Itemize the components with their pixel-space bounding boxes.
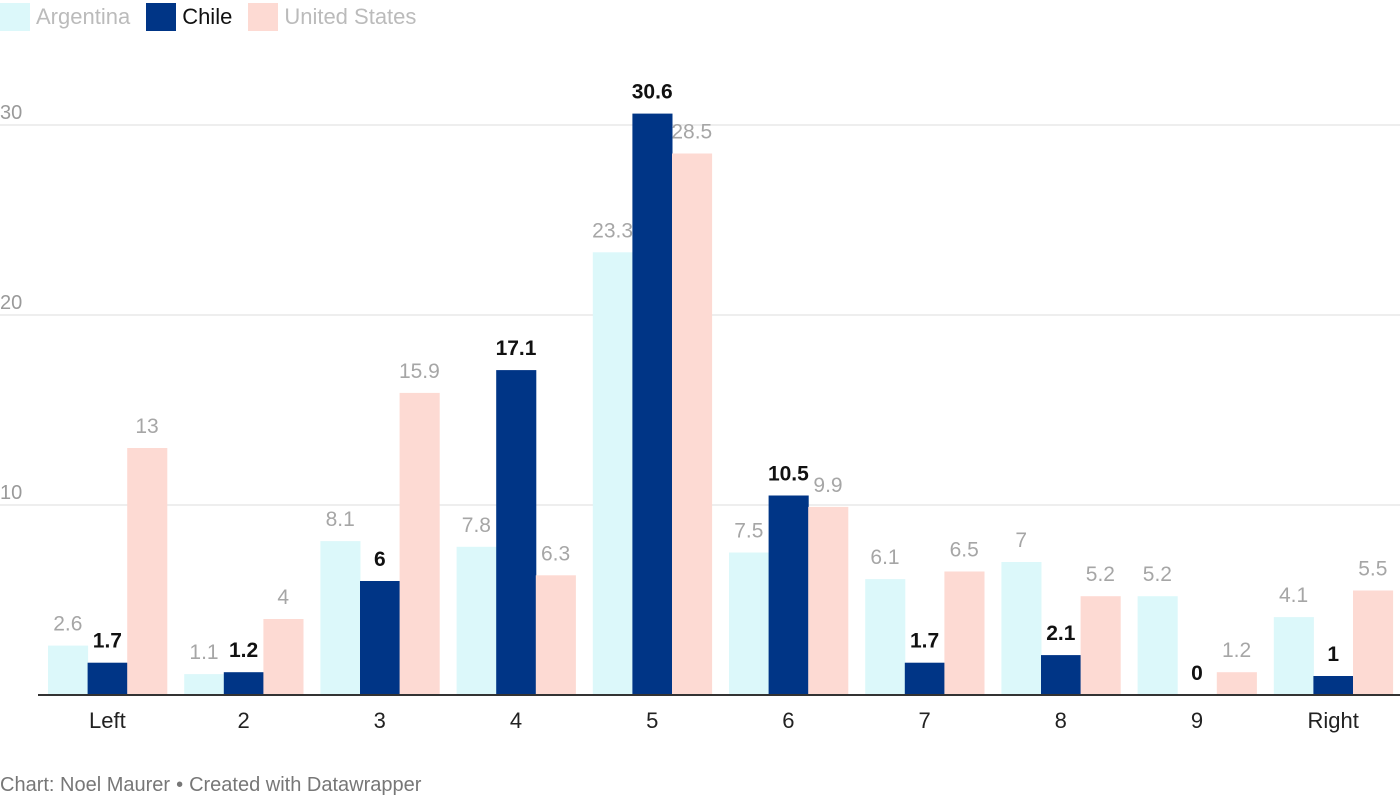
x-tick-label-0: Left (89, 708, 126, 733)
x-tick-label-5: 6 (782, 708, 794, 733)
bar-chile-1 (223, 672, 264, 695)
bar-united-states-2 (399, 392, 440, 695)
x-tick-label-1: 2 (237, 708, 249, 733)
bar-united-states-9 (1353, 590, 1394, 695)
x-tick-label-4: 5 (646, 708, 658, 733)
legend-item-argentina[interactable]: Argentina (0, 3, 130, 31)
value-label-united-states-2: 15.9 (399, 360, 440, 383)
x-tick-label-3: 4 (510, 708, 522, 733)
legend-swatch-united-states (248, 3, 279, 31)
bar-united-states-7 (1080, 596, 1121, 695)
bar-chile-7 (1041, 655, 1082, 695)
bar-chile-4 (632, 113, 673, 696)
y-tick-label-20: 20 (0, 292, 22, 314)
value-label-argentina-4: 23.3 (592, 219, 633, 242)
bar-united-states-0 (127, 448, 168, 695)
x-tick-label-9: Right (1308, 708, 1359, 733)
legend-swatch-chile (146, 3, 177, 31)
legend-label-chile: Chile (182, 4, 233, 29)
bar-argentina-3 (456, 546, 497, 695)
x-tick-label-8: 9 (1191, 708, 1203, 733)
legend: Argentina Chile United States (0, 2, 432, 32)
value-label-chile-8: 0 (1191, 662, 1203, 685)
bar-argentina-4 (592, 252, 633, 696)
value-label-argentina-6: 6.1 (870, 546, 899, 569)
value-label-argentina-8: 5.2 (1143, 563, 1172, 586)
footer-separator: • (176, 774, 184, 796)
legend-label-united-states: United States (284, 4, 417, 29)
bar-argentina-5 (729, 552, 770, 695)
value-label-argentina-1: 1.1 (189, 641, 218, 664)
bar-chile-6 (904, 662, 945, 695)
bar-chile-0 (87, 662, 128, 695)
value-label-united-states-4: 28.5 (671, 121, 712, 144)
x-tick-label-7: 8 (1055, 708, 1067, 733)
bar-chile-9 (1313, 676, 1354, 695)
value-label-united-states-7: 5.2 (1086, 563, 1115, 586)
value-label-chile-4: 30.6 (632, 81, 673, 104)
bar-united-states-5 (808, 506, 849, 695)
bar-argentina-0 (48, 645, 89, 695)
bar-argentina-9 (1273, 617, 1314, 695)
bar-argentina-8 (1137, 596, 1178, 695)
bar-argentina-6 (865, 579, 906, 695)
value-label-united-states-1: 4 (277, 586, 289, 609)
value-label-argentina-2: 8.1 (326, 508, 355, 531)
bar-united-states-6 (944, 571, 985, 695)
x-tick-label-6: 7 (918, 708, 930, 733)
y-tick-label-10: 10 (0, 482, 22, 504)
value-label-united-states-5: 9.9 (813, 474, 842, 497)
legend-swatch-argentina (0, 3, 30, 31)
value-label-chile-5: 10.5 (768, 463, 809, 486)
value-label-chile-7: 2.1 (1046, 622, 1076, 645)
value-label-united-states-9: 5.5 (1358, 558, 1387, 581)
bar-chile-3 (496, 370, 537, 695)
value-label-argentina-0: 2.6 (53, 613, 82, 636)
value-label-united-states-3: 6.3 (541, 542, 570, 565)
bar-united-states-3 (535, 575, 576, 695)
value-label-united-states-0: 13 (135, 415, 158, 438)
bar-chile-5 (768, 495, 809, 695)
value-label-chile-3: 17.1 (496, 337, 537, 360)
value-label-argentina-7: 7 (1015, 529, 1027, 552)
bar-united-states-8 (1216, 672, 1257, 695)
bar-argentina-2 (320, 541, 361, 695)
value-label-chile-0: 1.7 (93, 630, 122, 653)
legend-item-chile[interactable]: Chile (146, 3, 232, 31)
bar-argentina-1 (184, 674, 225, 695)
legend-label-argentina: Argentina (36, 4, 131, 29)
bar-argentina-7 (1001, 562, 1042, 695)
bar-chile-2 (360, 581, 401, 695)
footer-source: Chart: Noel Maurer (0, 774, 171, 796)
value-label-argentina-5: 7.5 (734, 520, 763, 543)
chart-footer: Chart: Noel Maurer • Created with Datawrap… (0, 774, 421, 797)
bar-united-states-4 (672, 153, 713, 695)
footer-credit: Created with Datawrapper (189, 774, 422, 796)
bar-united-states-1 (263, 619, 304, 695)
value-label-chile-1: 1.2 (229, 639, 258, 662)
legend-item-united-states[interactable]: United States (248, 3, 416, 31)
value-label-argentina-9: 4.1 (1279, 584, 1308, 607)
x-tick-label-2: 3 (374, 708, 386, 733)
y-tick-label-30: 30 (0, 102, 22, 124)
value-label-chile-6: 1.7 (910, 630, 939, 653)
value-label-united-states-8: 1.2 (1222, 639, 1251, 662)
value-label-chile-2: 6 (374, 548, 386, 571)
value-label-argentina-3: 7.8 (462, 514, 491, 537)
value-label-united-states-6: 6.5 (950, 539, 979, 562)
value-label-chile-9: 1 (1327, 643, 1339, 666)
